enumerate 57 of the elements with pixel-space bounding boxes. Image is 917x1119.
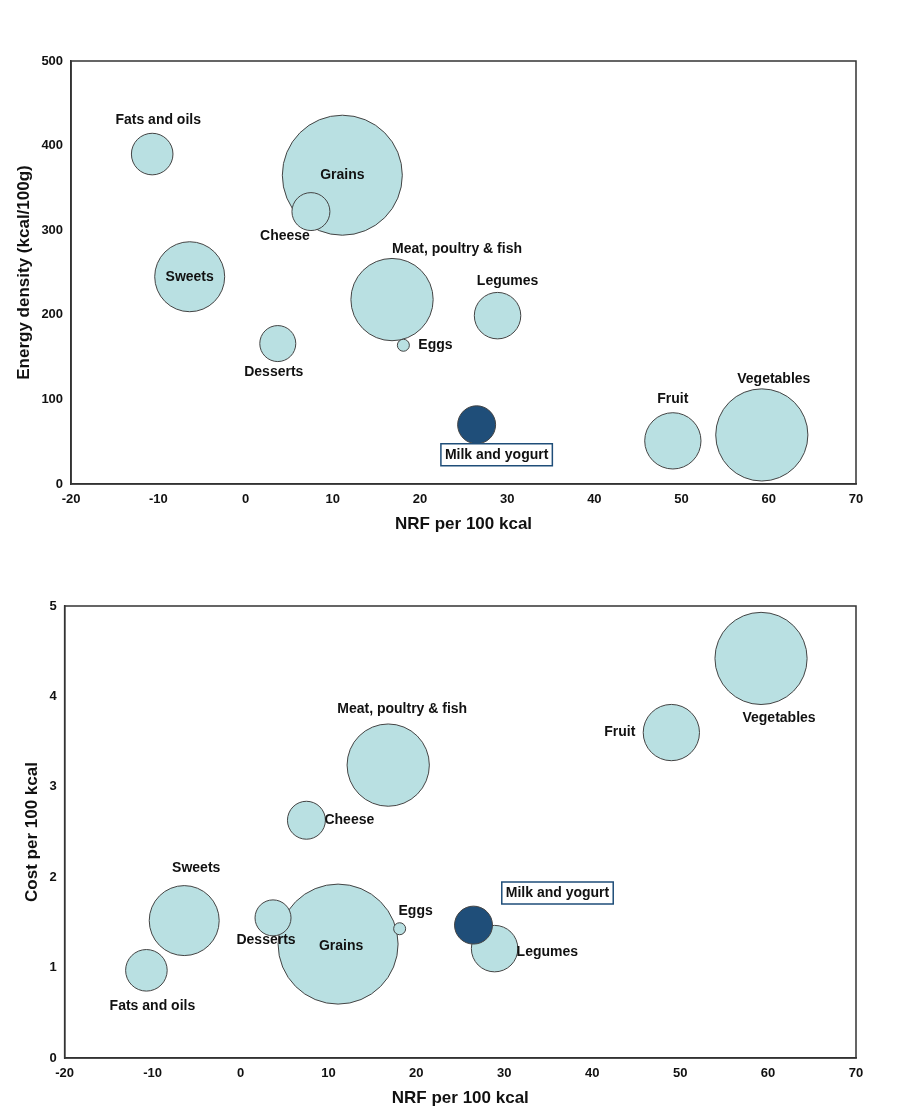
series-label: Vegetables (737, 369, 811, 386)
series-label: Legumes (476, 271, 539, 288)
series-label: Sweets (172, 859, 221, 876)
series-label: Cheese (260, 227, 311, 244)
x-tick-label: -10 (143, 1065, 162, 1081)
series-label: Milk and yogurt (505, 883, 610, 900)
y-tick-label: 0 (55, 475, 64, 491)
series-label: Sweets (165, 267, 215, 284)
y-tick-label: 300 (41, 221, 64, 237)
series-label: Fats and oils (115, 110, 202, 127)
x-tick-label: 30 (499, 491, 515, 507)
series-label: Fruit (657, 389, 689, 406)
series-label: Vegetables (742, 709, 816, 726)
y-axis-title: Cost per 100 kcal (21, 762, 41, 902)
x-tick-label: 30 (497, 1065, 512, 1081)
series-label: Desserts (244, 363, 304, 380)
series-label: Meat, poultry & fish (337, 699, 468, 716)
series-label: Cheese (324, 811, 375, 828)
series-label: Eggs (418, 336, 453, 353)
y-tick-label: 100 (41, 390, 64, 406)
y-tick-label: 500 (41, 52, 64, 68)
series-label: Grains (320, 166, 365, 183)
y-tick-label: 200 (41, 306, 64, 322)
series-label: Eggs (398, 901, 433, 918)
x-tick-label: 10 (325, 491, 340, 507)
series-label: Milk and yogurt (444, 445, 549, 462)
series-label: Fats and oils (109, 997, 196, 1014)
y-tick-label: 400 (41, 137, 64, 153)
y-tick-label: 3 (49, 778, 57, 794)
y-tick-label: 5 (49, 597, 57, 613)
x-axis-title: NRF per 100 kcal (395, 514, 533, 534)
x-tick-label: 10 (321, 1065, 336, 1081)
y-axis-title: Energy density (kcal/100g) (13, 165, 33, 380)
x-tick-label: 0 (236, 1065, 245, 1081)
series-label: Grains (318, 936, 364, 953)
x-tick-label: 40 (584, 1065, 600, 1081)
y-tick-label: 2 (49, 868, 57, 884)
x-tick-label: 70 (848, 1065, 864, 1081)
x-tick-label: -20 (61, 491, 81, 507)
x-tick-label: 20 (409, 1065, 424, 1081)
series-label: Fruit (604, 723, 636, 740)
x-tick-label: 40 (587, 491, 602, 507)
x-tick-label: -10 (148, 491, 168, 507)
x-tick-label: -20 (55, 1065, 75, 1081)
y-tick-label: 4 (49, 687, 58, 703)
y-tick-label: 0 (49, 1049, 57, 1065)
series-label: Meat, poultry & fish (392, 240, 522, 257)
series-label: Legumes (516, 943, 579, 960)
x-tick-label: 60 (761, 491, 777, 507)
x-axis-title: NRF per 100 kcal (391, 1088, 529, 1108)
x-tick-label: 20 (412, 491, 428, 507)
x-tick-label: 60 (760, 1065, 776, 1081)
x-tick-label: 0 (241, 491, 250, 507)
x-tick-label: 50 (672, 1065, 688, 1081)
x-tick-label: 70 (848, 491, 864, 507)
y-tick-label: 1 (49, 959, 57, 975)
x-tick-label: 50 (674, 491, 689, 507)
